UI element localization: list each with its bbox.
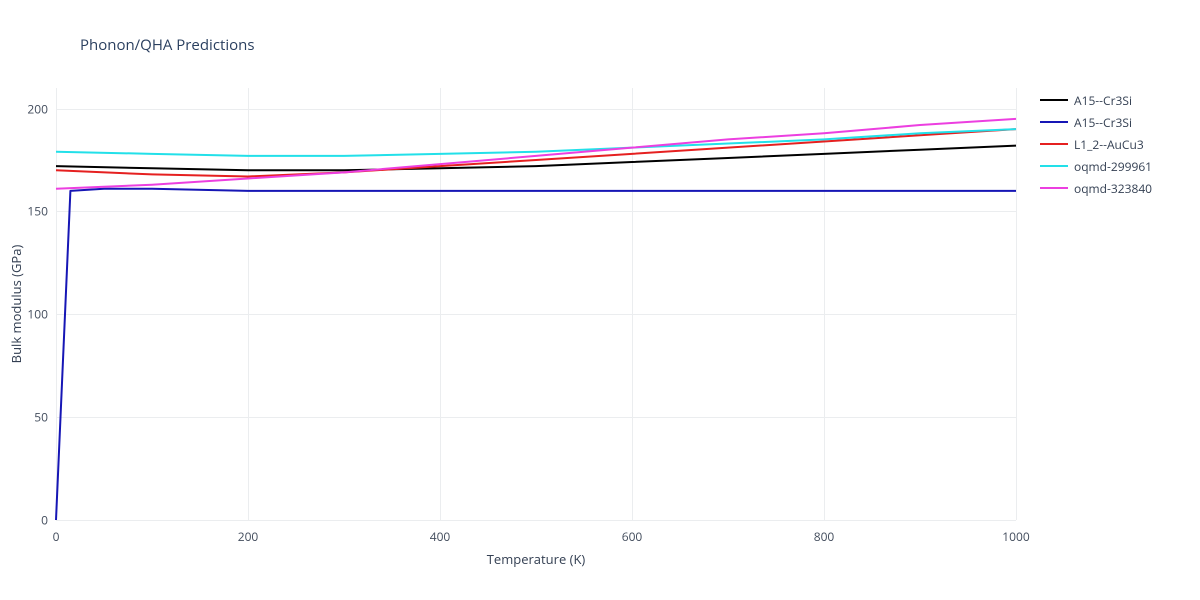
- legend-label: oqmd-299961: [1074, 158, 1152, 175]
- y-tick-label: 0: [8, 512, 48, 529]
- x-tick-label: 400: [430, 528, 451, 545]
- chart-title: Phonon/QHA Predictions: [80, 35, 255, 55]
- legend-swatch: [1040, 99, 1068, 101]
- x-tick-label: 0: [53, 528, 60, 545]
- legend-label: A15--Cr3Si: [1074, 114, 1132, 131]
- legend-item[interactable]: oqmd-299961: [1040, 156, 1152, 176]
- y-tick-label: 150: [8, 203, 48, 220]
- series-line[interactable]: [56, 119, 1016, 189]
- legend-item[interactable]: L1_2--AuCu3: [1040, 134, 1152, 154]
- y-tick-label: 200: [8, 100, 48, 117]
- x-tick-label: 800: [814, 528, 835, 545]
- y-tick-label: 50: [8, 409, 48, 426]
- series-line[interactable]: [56, 146, 1016, 171]
- legend-label: A15--Cr3Si: [1074, 92, 1132, 109]
- legend-swatch: [1040, 143, 1068, 145]
- series-line[interactable]: [56, 189, 1016, 520]
- x-tick-label: 200: [238, 528, 259, 545]
- legend-swatch: [1040, 187, 1068, 189]
- legend-item[interactable]: A15--Cr3Si: [1040, 90, 1152, 110]
- gridline-y: [56, 520, 1016, 521]
- legend-item[interactable]: A15--Cr3Si: [1040, 112, 1152, 132]
- legend-swatch: [1040, 121, 1068, 123]
- gridline-x: [1016, 88, 1017, 520]
- x-axis-title: Temperature (K): [487, 550, 586, 568]
- legend-item[interactable]: oqmd-323840: [1040, 178, 1152, 198]
- x-tick-label: 1000: [1002, 528, 1029, 545]
- y-axis-title: Bulk modulus (GPa): [7, 245, 25, 364]
- series-lines: [56, 88, 1016, 520]
- x-tick-label: 600: [622, 528, 643, 545]
- legend: A15--Cr3Si A15--Cr3Si L1_2--AuCu3 oqmd-2999…: [1040, 90, 1152, 200]
- legend-label: L1_2--AuCu3: [1074, 136, 1144, 153]
- legend-swatch: [1040, 165, 1068, 167]
- plot-area: 050100150200 02004006008001000 Temperatu…: [56, 88, 1016, 520]
- legend-label: oqmd-323840: [1074, 180, 1152, 197]
